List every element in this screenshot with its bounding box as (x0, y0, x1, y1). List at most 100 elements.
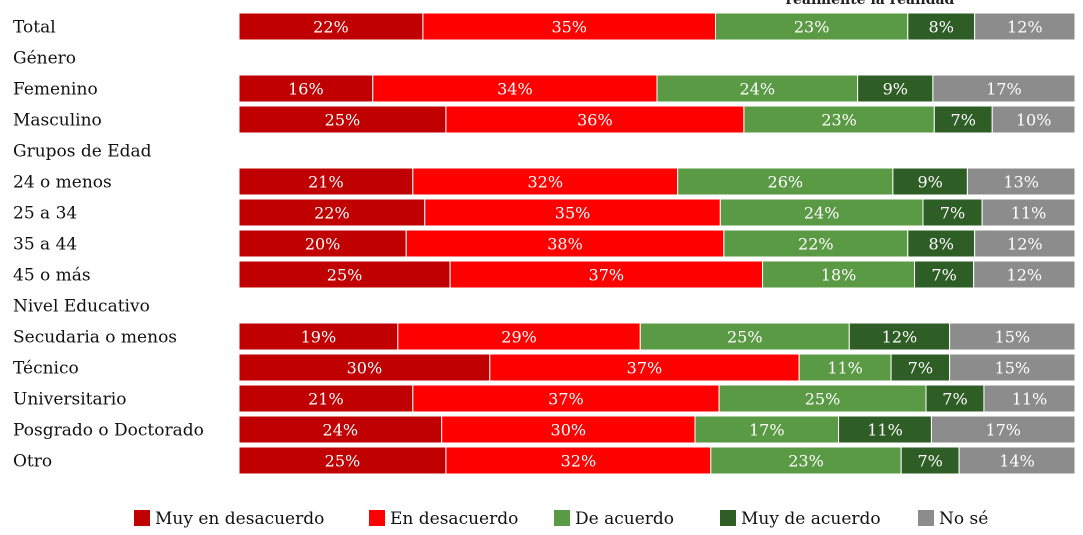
data-label: 36% (577, 111, 613, 130)
data-label: 25% (805, 390, 841, 409)
data-label: 25% (727, 328, 763, 347)
bar-segment (677, 167, 894, 196)
bar-segment (857, 74, 934, 103)
data-label: 7% (940, 204, 965, 223)
bar-segment (907, 229, 976, 258)
bar-segment (238, 167, 414, 196)
bar-segment (412, 167, 679, 196)
data-label: 17% (986, 80, 1022, 99)
data-label: 30% (347, 359, 383, 378)
bar-segment (372, 74, 658, 103)
data-label: 17% (749, 421, 785, 440)
row-label: Universitario (13, 390, 126, 410)
bar-segment (958, 446, 1076, 475)
bar-segment (838, 415, 932, 444)
bar-segment (974, 12, 1076, 41)
data-label: 11% (1012, 390, 1048, 409)
bar-segment (974, 229, 1076, 258)
bar-segment (412, 384, 720, 413)
data-label: 25% (327, 266, 363, 285)
data-label: 21% (308, 173, 344, 192)
group-header-label: Grupos de Edad (13, 142, 152, 162)
data-label: 32% (527, 173, 563, 192)
bar-segment (949, 322, 1076, 351)
bar-segment (983, 384, 1076, 413)
row-label: Masculino (13, 111, 102, 131)
row-label: 25 a 34 (13, 204, 77, 224)
data-label: 22% (314, 204, 350, 223)
bar-segment (238, 322, 399, 351)
bar-segment (238, 353, 491, 382)
data-label: 32% (561, 452, 597, 471)
legend-label: En desacuerdo (390, 509, 518, 529)
legend-swatch (720, 510, 736, 526)
row-label: Otro (13, 452, 52, 472)
row-label: Total (13, 18, 56, 38)
data-label: 13% (1003, 173, 1039, 192)
data-label: 37% (627, 359, 663, 378)
data-label: 34% (497, 80, 533, 99)
data-label: 7% (931, 266, 956, 285)
bar-segment (238, 198, 426, 227)
data-label: 35% (551, 18, 587, 37)
bar-segment (694, 415, 840, 444)
data-label: 25% (325, 111, 361, 130)
data-label: 37% (548, 390, 584, 409)
data-label: 11% (867, 421, 903, 440)
bar-segment (981, 198, 1076, 227)
bar-segment (718, 384, 927, 413)
bar-segment (405, 229, 725, 258)
data-label: 8% (929, 18, 954, 37)
bar-segment (930, 415, 1076, 444)
data-label: 12% (1007, 235, 1043, 254)
row-label: Posgrado o Doctorado (13, 421, 204, 441)
data-label: 25% (325, 452, 361, 471)
data-label: 12% (1007, 266, 1043, 285)
legend-label: De acuerdo (575, 509, 674, 529)
data-label: 29% (501, 328, 537, 347)
data-label: 10% (1016, 111, 1052, 130)
row-label: Secudaria o menos (13, 328, 177, 348)
data-label: 22% (798, 235, 834, 254)
bar-segment (238, 415, 443, 444)
bar-segment (848, 322, 951, 351)
data-label: 23% (794, 18, 830, 37)
row-label: Técnico (13, 359, 79, 379)
data-label: 9% (917, 173, 942, 192)
data-label: 18% (821, 266, 857, 285)
bar-segment (238, 384, 414, 413)
data-label: 24% (740, 80, 776, 99)
bar-segment (238, 260, 451, 289)
data-label: 12% (1007, 18, 1043, 37)
data-label: 22% (313, 18, 349, 37)
chart-title-fragment: realmente la realidad (786, 0, 955, 8)
bar-segment (798, 353, 892, 382)
data-label: 35% (555, 204, 591, 223)
data-label: 11% (1011, 204, 1047, 223)
row-label: Femenino (13, 80, 98, 100)
bar-segment (489, 353, 800, 382)
data-label: 24% (323, 421, 359, 440)
data-label: 24% (804, 204, 840, 223)
data-label: 20% (305, 235, 341, 254)
data-label: 21% (308, 390, 344, 409)
data-label: 19% (301, 328, 337, 347)
bar-segment (973, 260, 1076, 289)
data-label: 15% (995, 328, 1031, 347)
bar-segment (715, 12, 909, 41)
bar-segment (743, 105, 935, 134)
legend-label: Muy de acuerdo (741, 509, 881, 529)
data-label: 17% (985, 421, 1021, 440)
legend-swatch (918, 510, 934, 526)
data-label: 8% (929, 235, 954, 254)
legend-swatch (554, 510, 570, 526)
bar-segment (422, 12, 717, 41)
bar-segment (914, 260, 975, 289)
bar-segment (445, 105, 745, 134)
bar-segment (238, 446, 447, 475)
bar-segment (949, 353, 1076, 382)
row-label: 45 o más (13, 266, 91, 286)
group-header-label: Nivel Educativo (13, 297, 150, 317)
